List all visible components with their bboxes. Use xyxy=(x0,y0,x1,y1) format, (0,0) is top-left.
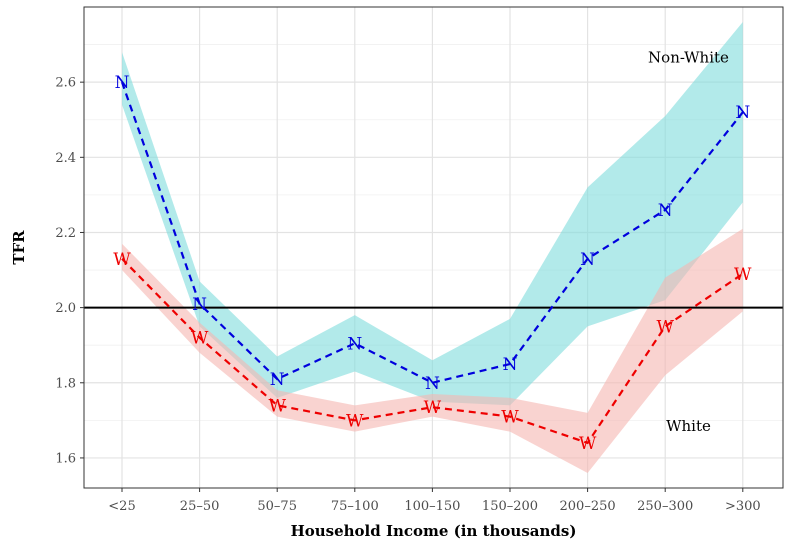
data-point-white: W xyxy=(424,398,442,418)
data-point-non-white: N xyxy=(347,334,362,354)
annotations: Non-White White xyxy=(648,49,729,435)
y-tick-label: 2.4 xyxy=(55,151,76,166)
data-point-white: W xyxy=(268,396,286,416)
axes: 1.6 1.8 2.0 2.2 2.4 2.6 <25 25–50 50–75 75–100 100… xyxy=(55,76,760,514)
x-tick-label: <25 xyxy=(108,499,135,514)
data-point-non-white: N xyxy=(580,250,595,270)
y-tick-label: 1.8 xyxy=(55,376,76,391)
data-point-white: W xyxy=(579,434,597,454)
data-point-white: W xyxy=(346,411,364,431)
data-point-non-white: N xyxy=(658,201,673,221)
data-point-white: W xyxy=(191,329,209,349)
x-tick-label: 50–75 xyxy=(257,499,297,514)
y-tick-label: 2.2 xyxy=(55,226,76,241)
x-tick-label: 200–250 xyxy=(560,499,616,514)
panel-border xyxy=(83,6,784,489)
data-point-non-white: N xyxy=(192,295,207,315)
data-point-white: W xyxy=(501,408,519,428)
series-lines xyxy=(120,81,744,445)
y-axis-title: TFR xyxy=(10,230,28,265)
confidence-bands xyxy=(122,22,743,473)
series-annotation: White xyxy=(666,417,711,435)
x-tick-label: 25–50 xyxy=(180,499,220,514)
x-tick-label: 100–150 xyxy=(404,499,460,514)
y-tick-label: 2.6 xyxy=(55,76,76,91)
series-line-non-white xyxy=(120,81,744,384)
x-tick-label: 250–300 xyxy=(637,499,693,514)
series-annotation: Non-White xyxy=(648,49,729,67)
y-tick-label: 2.0 xyxy=(55,301,76,316)
x-tick-label: >300 xyxy=(725,499,761,514)
data-point-white: W xyxy=(734,265,752,285)
data-point-non-white: N xyxy=(735,103,750,123)
band-white xyxy=(122,228,743,473)
band-non-white xyxy=(122,22,743,406)
data-point-white: W xyxy=(656,317,674,337)
x-axis-title: Household Income (in thousands) xyxy=(291,522,577,540)
data-point-non-white: N xyxy=(115,73,130,93)
data-point-non-white: N xyxy=(270,370,285,390)
x-tick-label: 150–200 xyxy=(482,499,538,514)
x-tick-label: 75–100 xyxy=(331,499,379,514)
data-point-non-white: N xyxy=(425,374,440,394)
y-tick-label: 1.6 xyxy=(55,451,76,466)
data-point-white: W xyxy=(113,250,131,270)
data-point-non-white: N xyxy=(503,355,518,375)
series-line-white xyxy=(121,258,744,445)
